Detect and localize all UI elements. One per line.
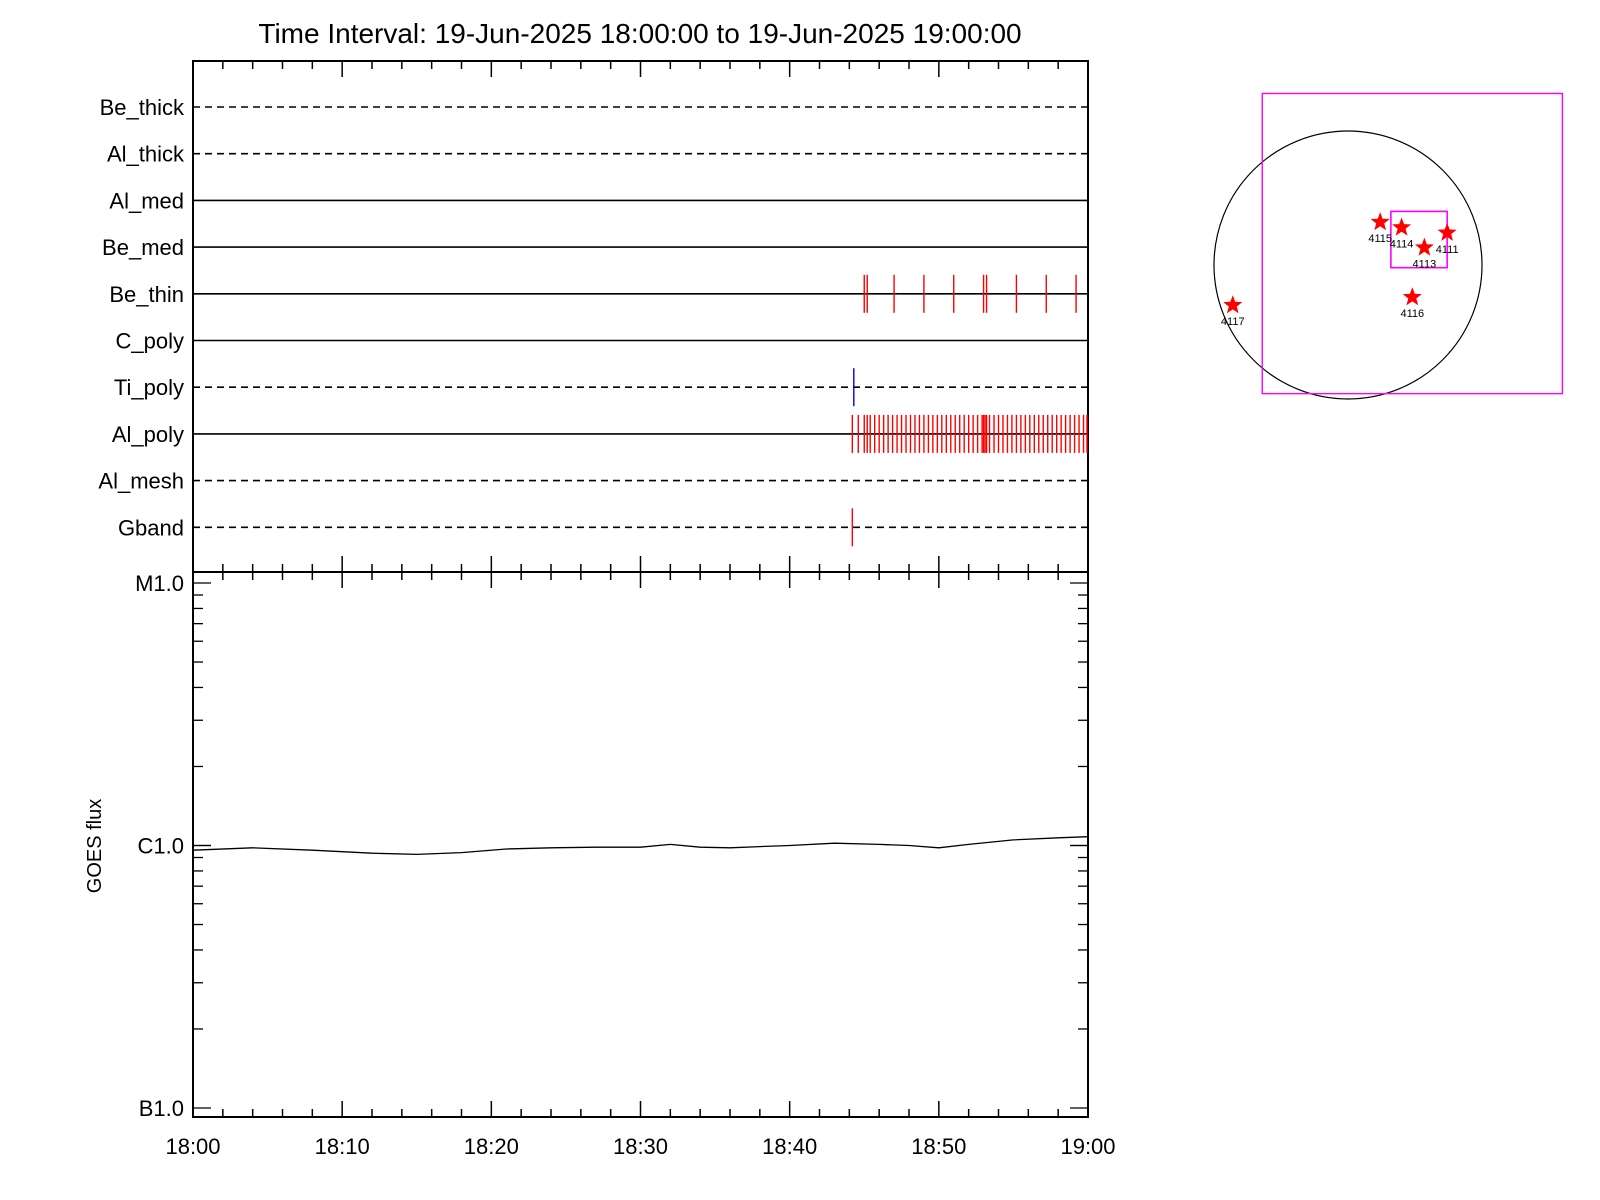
ar-star-icon (1392, 217, 1412, 236)
top-panel-frame (192, 60, 1089, 573)
channel-rows: Be_thick Al_thick Al_med Be_med Be_thin C_pol… (98, 95, 1088, 547)
goes-y-ticks: B1.0 C1.0 M1.0 (135, 571, 1088, 1121)
fov-inner-box (1390, 210, 1448, 269)
solar-limb (1213, 130, 1483, 400)
goes-x-tick-labels: 18:00 18:10 18:20 18:30 18:40 18:50 19:00 (165, 1134, 1115, 1159)
y-tick-label: M1.0 (135, 571, 184, 596)
x-tick-label: 18:30 (613, 1134, 668, 1159)
goes-axis-ticks (192, 572, 1089, 1117)
ar-star-icon (1414, 237, 1434, 256)
channel-label: Be_med (102, 235, 184, 260)
goes-flux-panel: B1.0C1.0M1.0 18:00 18:10 18:20 18:30 18:40 18… (84, 571, 1116, 1159)
ar-star-icon (1370, 212, 1390, 231)
channel-label: Al_thick (107, 142, 185, 167)
ar-label: 4111 (1436, 244, 1459, 256)
channel-label: Al_mesh (98, 469, 184, 494)
fov-outer-box (1261, 92, 1564, 395)
channel-label: Gband (118, 515, 184, 540)
goes-flux-line (192, 836, 1089, 856)
filter-timeline-panel: Be_thick Al_thick Al_med Be_med Be_thin C_pol… (98, 60, 1089, 573)
channel-label: Ti_poly (114, 375, 184, 400)
x-tick-label: 18:50 (911, 1134, 966, 1159)
channel-label: Be_thin (109, 282, 184, 307)
x-tick-label: 18:10 (315, 1134, 370, 1159)
ar-star-icon (1437, 222, 1457, 241)
channel-label: C_poly (116, 329, 184, 354)
y-tick-label: B1.0 (139, 1096, 184, 1121)
x-tick-label: 18:40 (762, 1134, 817, 1159)
x-tick-label: 18:20 (464, 1134, 519, 1159)
x-tick-label: 18:00 (165, 1134, 220, 1159)
top-panel-ticks (192, 61, 1089, 572)
ar-label: 4114 (1390, 238, 1414, 250)
channel-label: Be_thick (100, 95, 185, 120)
ar-label: 4116 (1400, 308, 1424, 320)
bottom-panel-frame (192, 571, 1089, 1118)
y-tick-label: C1.0 (138, 834, 184, 859)
ar-label: 4115 (1368, 233, 1392, 245)
ar-label: 4117 (1221, 316, 1245, 328)
goes-y-axis-label: GOES flux (84, 799, 106, 893)
chart-title: Time Interval: 19-Jun-2025 18:00:00 to 1… (258, 18, 1021, 49)
ar-star-icon (1223, 295, 1243, 314)
channel-label: Al_med (109, 188, 184, 213)
ar-label: 4113 (1413, 259, 1437, 271)
ar-star-icon (1402, 287, 1422, 306)
channel-label: Al_poly (112, 422, 184, 447)
x-tick-label: 19:00 (1060, 1134, 1115, 1159)
